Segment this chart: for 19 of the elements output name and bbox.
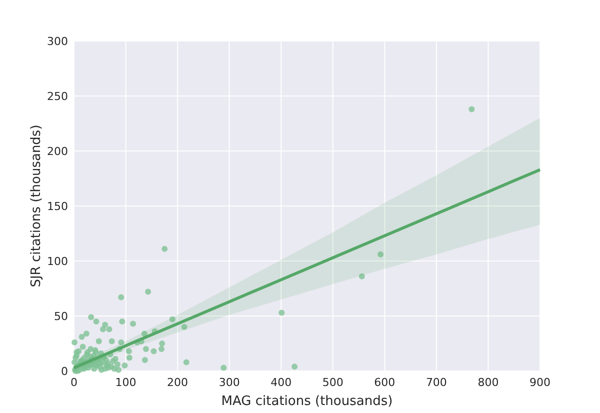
x-tick-label: 300 (218, 376, 240, 389)
x-tick-label: 400 (270, 376, 292, 389)
y-tick-label: 250 (47, 90, 68, 103)
x-tick-label: 900 (530, 376, 550, 389)
y-tick-label: 300 (47, 35, 68, 48)
y-tick-label: 200 (47, 145, 68, 158)
x-tick-label: 500 (322, 376, 344, 389)
y-tick-label: 50 (54, 310, 68, 323)
y-tick-label: 100 (47, 255, 68, 268)
x-tick-label: 800 (478, 376, 499, 389)
x-axis-title: MAG citations (thousands) (221, 394, 393, 409)
x-tick-label: 600 (374, 376, 396, 389)
x-tick-label: 0 (70, 376, 78, 389)
y-tick-label: 0 (61, 365, 68, 378)
y-axis-title: SJR citations (thousands) (29, 124, 44, 288)
y-tick-label: 150 (47, 200, 68, 213)
x-tick-label: 200 (167, 376, 188, 389)
x-tick-label: 100 (115, 376, 136, 389)
x-tick-label: 700 (426, 376, 447, 389)
